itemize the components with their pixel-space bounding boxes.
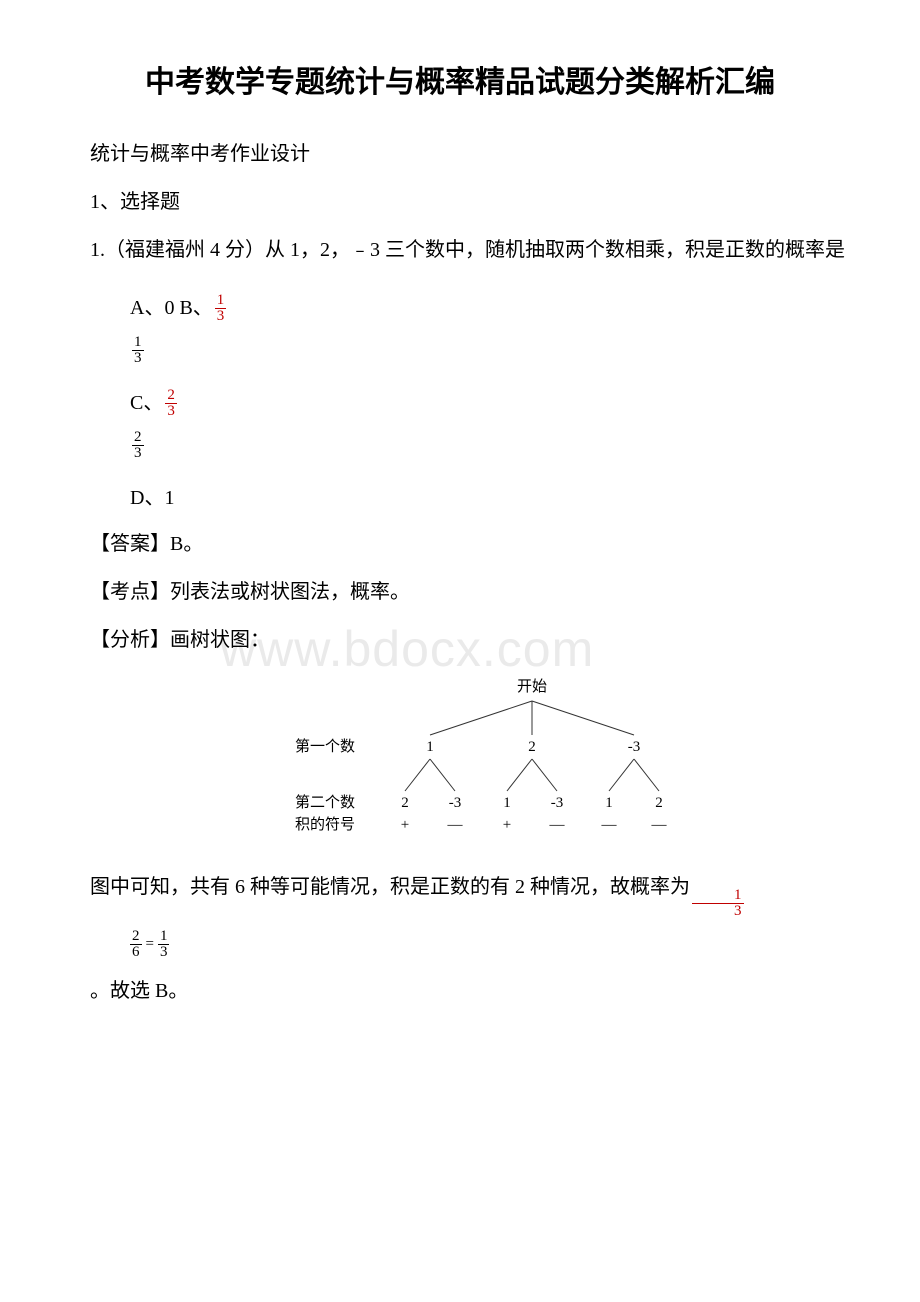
fraction-2-over-3: 2 3 [132, 430, 144, 461]
fraction-num: 1 [692, 888, 744, 903]
subtitle: 统计与概率中考作业设计 [50, 135, 870, 173]
tree-node: — [447, 817, 464, 833]
tree-node: 2 [528, 739, 536, 755]
fraction-1-over-3-red: 1 3 [215, 293, 227, 324]
fraction-num: 2 [165, 388, 177, 403]
section-heading: 1、选择题 [50, 183, 870, 221]
tree-node: -3 [449, 795, 462, 811]
fenxi-line: 【分析】画树状图： [50, 621, 870, 659]
tree-node: 1 [605, 795, 613, 811]
tree-edge [532, 701, 634, 735]
option-c: C、 2 3 [130, 384, 870, 422]
option-d-label: D、1 [130, 479, 174, 517]
tree-node: — [651, 817, 668, 833]
option-ab-label: A、0 B、 [130, 289, 213, 327]
tree-node: -3 [628, 739, 641, 755]
conclusion-p2: 。故选 B。 [50, 972, 870, 1010]
kaodian-line: 【考点】列表法或树状图法，概率。 [50, 573, 870, 611]
fraction-denom: 3 [132, 445, 144, 461]
equation-line: 2 6 = 1 3 [130, 929, 870, 960]
document-content: 中考数学专题统计与概率精品试题分类解析汇编 统计与概率中考作业设计 1、选择题 … [50, 60, 870, 1010]
fraction-num: 1 [158, 929, 170, 944]
tree-edge [532, 759, 557, 791]
question-stem-text: 1.（福建福州 4 分）从 1，2，﹣3 三个数中，随机抽取两个数相乘，积是正数… [90, 239, 845, 261]
tree-diagram: 开始 第一个数 1 2 -3 第二个数 2 -3 1 -3 1 2 [50, 673, 870, 848]
fraction-1-over-3-red-inline: 13 [692, 888, 744, 919]
tree-svg: 开始 第一个数 1 2 -3 第二个数 2 -3 1 -3 1 2 [240, 673, 680, 843]
fraction-denom: 6 [130, 944, 142, 960]
fraction-num: 1 [132, 335, 144, 350]
tree-edge [609, 759, 634, 791]
tree-node: 1 [503, 795, 511, 811]
tree-edge [634, 759, 659, 791]
fraction-denom: 3 [165, 403, 177, 419]
fraction-2-over-3-red: 2 3 [165, 388, 177, 419]
tree-node: + [503, 817, 511, 833]
fraction-num: 1 [215, 293, 227, 308]
tree-edge [405, 759, 430, 791]
tree-edge [430, 701, 532, 735]
tree-node: 1 [426, 739, 434, 755]
tree-node: 2 [401, 795, 409, 811]
fraction-denom: 3 [692, 903, 744, 919]
option-c-label: C、 [130, 384, 163, 422]
fraction-num: 2 [130, 929, 142, 944]
tree-row3-label: 积的符号 [295, 816, 355, 833]
fraction-1-over-3-eq: 1 3 [158, 929, 170, 960]
tree-row2-label: 第二个数 [295, 793, 355, 811]
tree-row1-label: 第一个数 [295, 737, 355, 755]
option-d: D、1 [130, 479, 870, 517]
fraction-denom: 3 [158, 944, 170, 960]
equals-sign: = [146, 936, 154, 953]
tree-node: -3 [551, 795, 564, 811]
tree-node: — [549, 817, 566, 833]
answer-line: 【答案】B。 [50, 525, 870, 563]
tree-node: + [401, 817, 409, 833]
fraction-block-2: 2 3 [130, 430, 870, 461]
fraction-denom: 3 [132, 350, 144, 366]
tree-edge [430, 759, 455, 791]
option-a-b: A、0 B、 1 3 [130, 289, 870, 327]
fraction-1-over-3: 1 3 [132, 335, 144, 366]
tree-node: — [601, 817, 618, 833]
fraction-2-over-6: 2 6 [130, 929, 142, 960]
question-stem: 1.（福建福州 4 分）从 1，2，﹣3 三个数中，随机抽取两个数相乘，积是正数… [50, 231, 870, 269]
tree-edge [507, 759, 532, 791]
tree-top-label: 开始 [517, 678, 547, 695]
page-title: 中考数学专题统计与概率精品试题分类解析汇编 [50, 60, 870, 105]
fraction-block-1: 1 3 [130, 335, 870, 366]
fraction-num: 2 [132, 430, 144, 445]
conclusion-text: 图中可知，共有 6 种等可能情况，积是正数的有 2 种情况，故概率为13 [50, 868, 870, 919]
tree-node: 2 [655, 795, 663, 811]
conclusion-p1: 图中可知，共有 6 种等可能情况，积是正数的有 2 种情况，故概率为 [90, 876, 690, 898]
fraction-denom: 3 [215, 308, 227, 324]
